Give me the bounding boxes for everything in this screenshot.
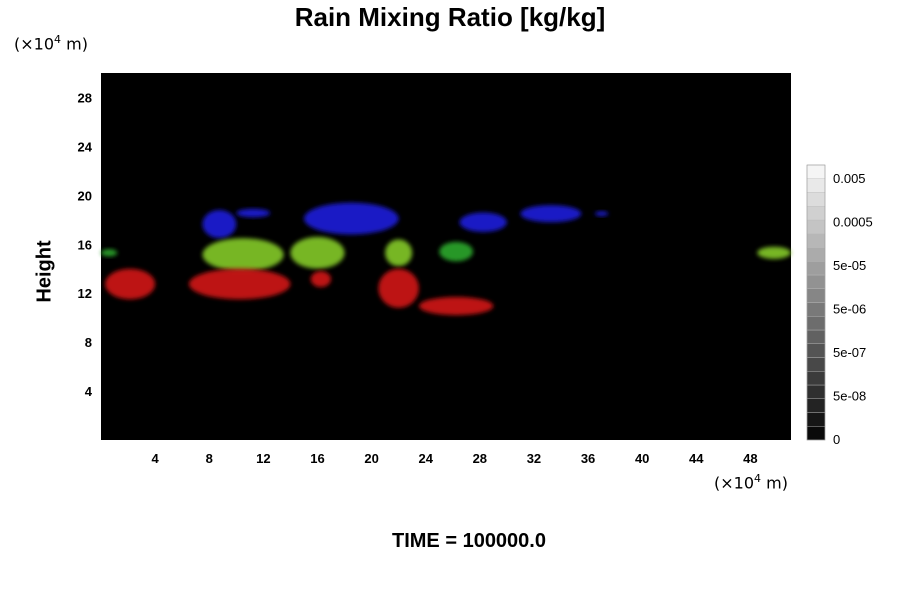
y-unit-prefix: (×10 (14, 34, 55, 54)
colorbar-label: 0.0005 (833, 215, 873, 230)
colorbar-segment (806, 316, 826, 331)
x-tick-label: 28 (473, 451, 487, 466)
rain-region-lower (188, 268, 291, 300)
colorbar-segment (806, 206, 826, 221)
colorbar-segment (806, 219, 826, 234)
colorbar-label: 5e-07 (833, 345, 866, 360)
rain-region-middle (290, 236, 345, 269)
x-tick-label: 40 (635, 451, 649, 466)
colorbar-segment (806, 412, 826, 427)
colorbar-label: 5e-08 (833, 389, 866, 404)
colorbar-segment (806, 288, 826, 303)
x-tick-label: 4 (152, 451, 160, 466)
colorbar-segment (806, 384, 826, 399)
rain-region-upper (202, 210, 237, 239)
time-label: TIME = 100000.0 (392, 530, 546, 552)
y-axis-unit: (×104 m) (14, 33, 88, 53)
rain-region-middle (101, 249, 118, 257)
rain-region-upper (520, 205, 582, 223)
colorbar-segment (806, 426, 826, 441)
x-tick-label: 48 (743, 451, 757, 466)
colorbar-segment (806, 274, 826, 289)
x-tick-label: 16 (310, 451, 324, 466)
y-tick-label: 16 (78, 237, 92, 252)
rain-region-middle (385, 239, 413, 267)
y-tick-label: 28 (78, 90, 92, 105)
y-tick-label: 12 (78, 286, 92, 301)
rain-region-lower (105, 268, 156, 300)
rain-region-lower (378, 268, 419, 308)
rain-region-middle (439, 241, 474, 262)
colorbar-label: 0.005 (833, 171, 866, 186)
rain-region-upper (594, 211, 609, 217)
rain-region-upper (459, 212, 507, 233)
colorbar-segment (806, 329, 826, 344)
x-unit-exponent: 4 (754, 472, 762, 485)
colorbar-segment (806, 343, 826, 358)
x-tick-label: 24 (418, 451, 433, 466)
colorbar-label: 5e-06 (833, 302, 866, 317)
rain-region-upper (303, 202, 399, 235)
rain-region-middle (757, 246, 792, 259)
x-unit-suffix: m) (761, 473, 788, 493)
rain-region-upper (236, 208, 271, 218)
colorbar-segment (806, 398, 826, 413)
colorbar-segment (806, 192, 826, 207)
x-tick-label: 32 (527, 451, 541, 466)
x-tick-label: 12 (256, 451, 270, 466)
colorbar-label: 0 (833, 432, 840, 447)
y-unit-suffix: m) (61, 34, 88, 54)
chart-title: Rain Mixing Ratio [kg/kg] (294, 2, 606, 32)
colorbar-segment (806, 164, 826, 179)
x-tick-label: 20 (364, 451, 378, 466)
colorbar-segment (806, 371, 826, 386)
y-tick-label: 20 (78, 188, 92, 203)
colorbar-frame (806, 164, 826, 441)
colorbar-segment (806, 357, 826, 372)
colorbar-segment (806, 261, 826, 276)
colorbar-segment (806, 302, 826, 317)
y-tick-label: 8 (85, 335, 92, 350)
x-tick-label: 8 (206, 451, 213, 466)
y-tick-label: 24 (78, 139, 93, 154)
colorbar-segment (806, 233, 826, 248)
x-unit-prefix: (×10 (714, 473, 755, 493)
colorbar-segment (806, 247, 826, 262)
rain-region-middle (202, 238, 284, 272)
rain-region-lower (310, 271, 331, 288)
x-tick-label: 36 (581, 451, 595, 466)
x-axis-unit: (×104 m) (714, 472, 788, 492)
colorbar-segment (806, 178, 826, 193)
x-tick-label: 44 (689, 451, 704, 466)
colorbar-label: 5e-05 (833, 258, 866, 273)
y-unit-exponent: 4 (54, 33, 62, 46)
y-tick-label: 4 (85, 384, 93, 399)
rain-region-lower (418, 296, 494, 316)
